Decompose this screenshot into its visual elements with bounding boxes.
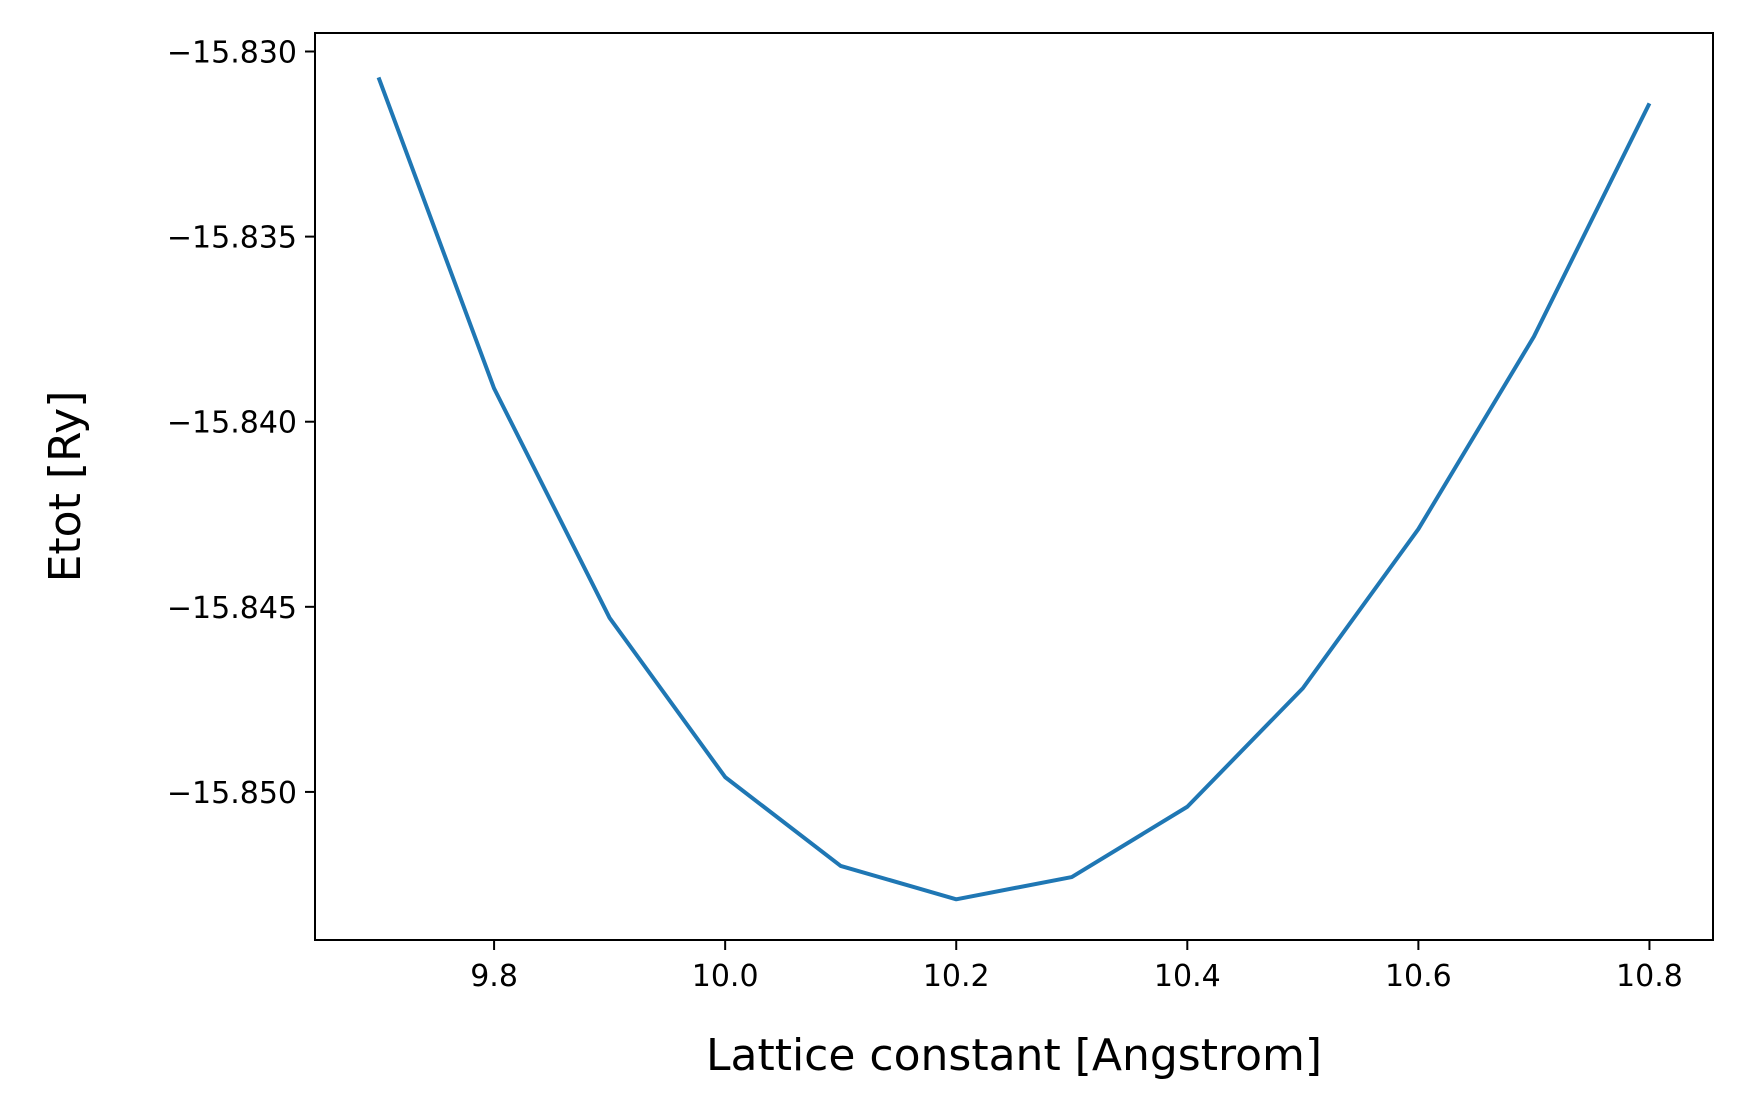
- x-tick-label: 10.6: [1385, 959, 1452, 994]
- x-tick-label: 10.0: [692, 959, 759, 994]
- series-line: [376, 76, 1652, 902]
- x-tick-label: 9.8: [470, 959, 518, 994]
- x-axis-ticks: 9.8 10.0 10.2 10.4 10.6 10.8: [470, 940, 1683, 994]
- series-layer: [376, 76, 1652, 902]
- y-tick-label: −15.830: [167, 36, 297, 71]
- x-axis-label: Lattice constant [Angstrom]: [706, 1030, 1322, 1081]
- y-tick-label: −15.845: [167, 591, 297, 626]
- y-axis-label: Etot [Ry]: [40, 391, 91, 583]
- plot-frame: [314, 32, 1714, 941]
- x-tick-label: 10.4: [1154, 959, 1221, 994]
- x-tick-label: 10.2: [923, 959, 990, 994]
- x-tick-label: 10.8: [1616, 959, 1683, 994]
- y-axis-ticks: −15.830 −15.835 −15.840 −15.845 −15.850: [167, 36, 315, 811]
- y-tick-label: −15.835: [167, 221, 297, 256]
- y-tick-label: −15.850: [167, 776, 297, 811]
- y-tick-label: −15.840: [167, 406, 297, 441]
